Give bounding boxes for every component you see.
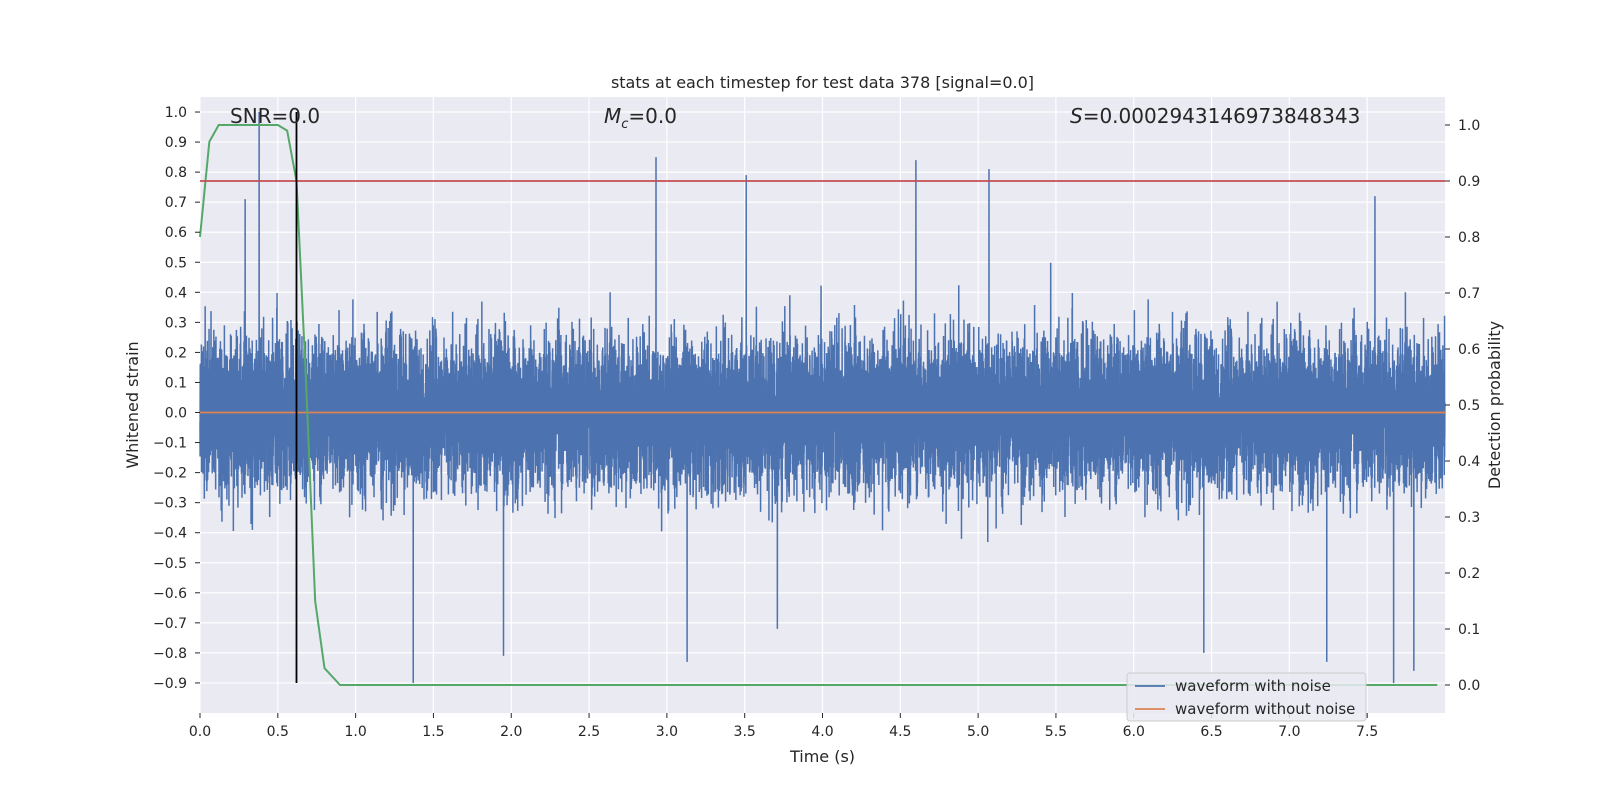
mc-subscript: c	[621, 117, 628, 132]
x-tick-label: 5.0	[967, 724, 989, 740]
x-axis-label: Time (s)	[789, 747, 855, 766]
y2-tick-label: 0.4	[1458, 454, 1480, 470]
x-tick-label: 3.0	[656, 724, 678, 740]
x-tick-label: 7.5	[1356, 724, 1378, 740]
y2-tick-label: 0.9	[1458, 174, 1480, 190]
chirp-mass-annotation: Mc=0.0	[604, 104, 677, 132]
y-tick-label: 0.4	[165, 285, 187, 301]
y2-tick-label: 0.1	[1458, 622, 1480, 638]
y-tick-label: 0.0	[165, 406, 187, 422]
y-tick-label: 0.7	[165, 195, 187, 211]
y2-tick-label: 0.6	[1458, 342, 1480, 358]
chart-title: stats at each timestep for test data 378…	[611, 73, 1034, 92]
y2-tick-label: 0.3	[1458, 510, 1480, 526]
x-tick-label: 1.5	[422, 724, 444, 740]
y-tick-label: −0.2	[153, 466, 187, 482]
y-tick-label: 0.2	[165, 345, 187, 361]
legend: waveform with noise waveform without nois…	[1126, 672, 1367, 722]
s-value: =0.0002943146973848343	[1083, 104, 1361, 128]
y-tick-label: −0.6	[153, 586, 187, 602]
y2-tick-label: 0.2	[1458, 566, 1480, 582]
x-tick-label: 4.0	[811, 724, 833, 740]
detection-probability-line	[199, 124, 1438, 686]
mc-value: =0.0	[628, 104, 677, 128]
series-detection-probability	[199, 124, 1438, 686]
x-tick-label: 7.0	[1278, 724, 1300, 740]
legend-box	[1126, 672, 1367, 722]
x-tick-label: 4.5	[889, 724, 911, 740]
y-tick-label: −0.7	[153, 616, 187, 632]
x-axis-ticks: 0.0 0.5 1.0 1.5 2.0 2.5 3.0 3.5 4.0 4.5 5.0 5.5 6.0 6…	[189, 713, 1378, 740]
x-tick-label: 0.0	[189, 724, 211, 740]
x-tick-label: 6.0	[1123, 724, 1145, 740]
y2-axis-label: Detection probability	[1485, 321, 1504, 489]
x-tick-label: 3.5	[734, 724, 756, 740]
y-tick-label: 0.8	[165, 165, 187, 181]
y-tick-label: 0.1	[165, 375, 187, 391]
y-tick-label: −0.1	[153, 436, 187, 452]
y2-tick-label: 0.8	[1458, 230, 1480, 246]
x-tick-label: 0.5	[267, 724, 289, 740]
y-tick-label: −0.4	[153, 526, 187, 542]
overlays	[200, 112, 1445, 683]
y-axis-ticks: 1.0 0.9 0.8 0.7 0.6 0.5 0.4 0.3 0.2 0.1 0.0 −0.1 −0.…	[153, 105, 200, 692]
legend-label: waveform without noise	[1175, 700, 1355, 718]
annotations: SNR=0.0 Mc=0.0 S=0.0002943146973848343	[230, 104, 1360, 132]
y-axis-label: Whitened strain	[123, 341, 142, 468]
y-tick-label: 1.0	[165, 105, 187, 121]
y-tick-label: 0.6	[165, 225, 187, 241]
y2-tick-label: 0.7	[1458, 286, 1480, 302]
y2-tick-label: 0.5	[1458, 398, 1480, 414]
legend-label: waveform with noise	[1175, 677, 1331, 695]
y2-axis-ticks: 1.0 0.9 0.8 0.7 0.6 0.5 0.4 0.3 0.2 0.1 0.0	[1445, 118, 1480, 694]
y-tick-label: 0.9	[165, 135, 187, 151]
y-tick-label: −0.8	[153, 646, 187, 662]
x-tick-label: 1.0	[344, 724, 366, 740]
x-tick-label: 2.5	[578, 724, 600, 740]
x-tick-label: 5.5	[1045, 724, 1067, 740]
mc-symbol: M	[604, 104, 621, 128]
y2-tick-label: 1.0	[1458, 118, 1480, 134]
y2-tick-label: 0.0	[1458, 678, 1480, 694]
s-annotation: S=0.0002943146973848343	[1070, 104, 1360, 128]
y-tick-label: −0.3	[153, 496, 187, 512]
s-symbol: S	[1070, 104, 1083, 128]
y-tick-label: 0.3	[165, 315, 187, 331]
y-tick-label: 0.5	[165, 255, 187, 271]
y-tick-label: −0.5	[153, 556, 187, 572]
snr-annotation: SNR=0.0	[230, 104, 320, 128]
y-tick-label: −0.9	[153, 676, 187, 692]
x-tick-label: 6.5	[1200, 724, 1222, 740]
x-tick-label: 2.0	[500, 724, 522, 740]
